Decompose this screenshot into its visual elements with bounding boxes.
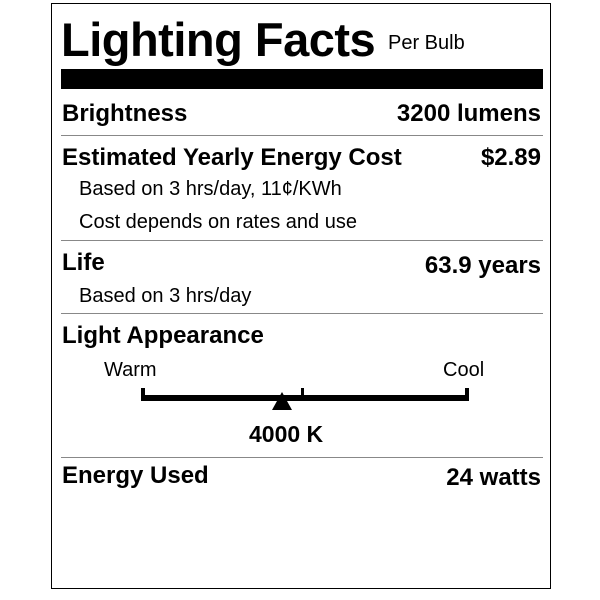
temperature-marker-icon [272,392,293,410]
divider [61,135,543,136]
scale-tick-middle [301,388,304,396]
scale-tick-right [465,388,469,401]
brightness-value: 3200 lumens [396,100,541,127]
divider [61,240,543,241]
energy-used-label: Energy Used [62,462,209,489]
color-temperature-scale [141,395,469,401]
energy-cost-value: $2.89 [480,144,541,171]
appearance-value: 4000 K [249,421,324,447]
lighting-facts-label: Lighting Facts Per Bulb Brightness 3200 … [51,3,551,589]
energy-cost-note-1: Based on 3 hrs/day, 11¢/KWh [79,178,342,200]
life-label: Life [62,249,105,276]
label-title: Lighting Facts [61,13,376,66]
brightness-label: Brightness [62,100,188,127]
life-note: Based on 3 hrs/day [79,285,252,307]
label-subtitle: Per Bulb [388,32,465,54]
energy-cost-label: Estimated Yearly Energy Cost [62,144,402,171]
warm-label: Warm [104,359,157,381]
scale-tick-left [141,388,145,401]
cool-label: Cool [443,359,485,381]
energy-used-value: 24 watts [446,464,541,491]
life-value: 63.9 years [424,252,541,279]
divider [61,457,543,458]
divider [61,313,543,314]
appearance-label: Light Appearance [62,322,264,349]
energy-cost-note-2: Cost depends on rates and use [79,211,357,233]
header-bar [61,69,543,89]
